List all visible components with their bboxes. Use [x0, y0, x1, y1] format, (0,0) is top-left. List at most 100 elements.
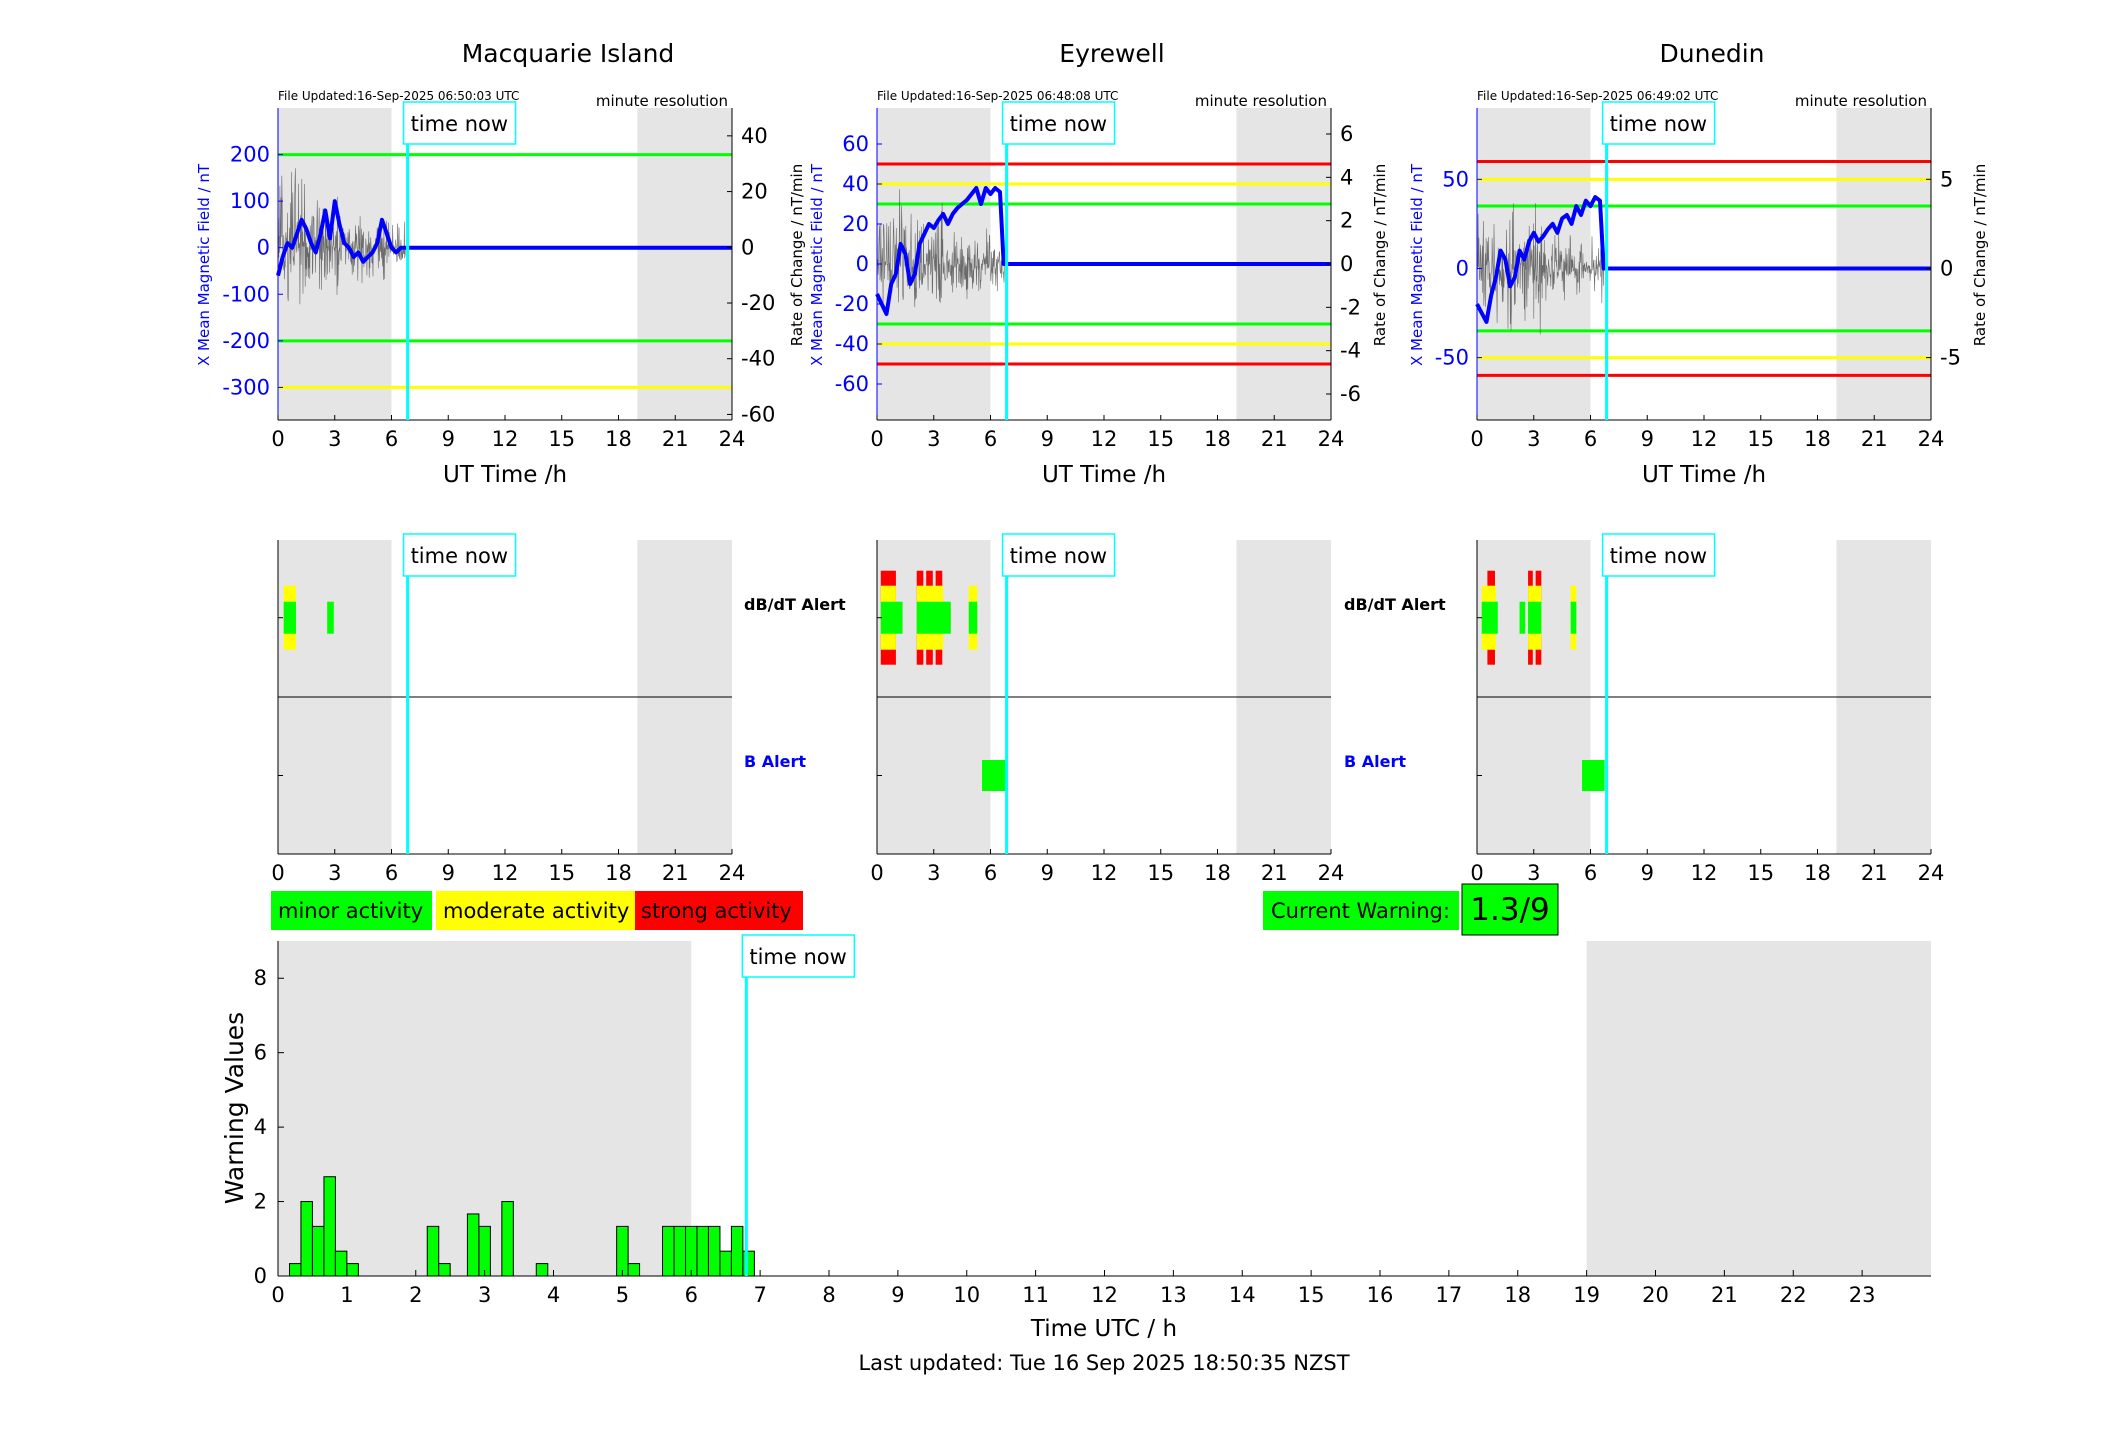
y-tick-label-right-macquarie--60: -60 — [741, 402, 775, 426]
y-tick-label-left-macquarie--200: -200 — [222, 329, 270, 353]
dbdt-alert-block-dunedin-2 — [1481, 601, 1498, 634]
file-updated-macquarie: File Updated:16-Sep-2025 06:50:03 UTC — [278, 89, 519, 103]
warning-xlabel: Time UTC / h — [1030, 1316, 1177, 1342]
warning-x-tick-label-18: 18 — [1504, 1283, 1531, 1307]
minute-resolution-dunedin: minute resolution — [1795, 92, 1927, 110]
threshold-and-data-lines — [276, 153, 1931, 389]
x-tick-label-alert-dunedin-12: 12 — [1691, 861, 1718, 885]
x-tick-label-alert-dunedin-18: 18 — [1804, 861, 1831, 885]
y-tick-label-right-eyrewell-4: 4 — [1340, 165, 1353, 189]
x-tick-label-alert-eyrewell-3: 3 — [927, 861, 940, 885]
warning-x-tick-label-2: 2 — [409, 1283, 422, 1307]
y-tick-label-right-dunedin-0: 0 — [1940, 256, 1953, 280]
warning-bar-11 — [535, 1263, 549, 1277]
x-tick-label-alert-macquarie-9: 9 — [442, 861, 455, 885]
time-now-label-warning: time now — [749, 945, 846, 969]
x-tick-label-top-dunedin-21: 21 — [1861, 427, 1888, 451]
warning-bar-16 — [685, 1225, 698, 1277]
x-tick-label-top-eyrewell-12: 12 — [1091, 427, 1118, 451]
legend-minor-swatch — [271, 891, 432, 930]
warning-bar-8 — [466, 1213, 480, 1277]
warning-x-tick-label-7: 7 — [753, 1283, 766, 1307]
x-tick-label-top-macquarie-15: 15 — [548, 427, 575, 451]
xlabel-eyrewell: UT Time /h — [1042, 462, 1166, 488]
y-tick-label-left-dunedin-50: 50 — [1442, 167, 1469, 191]
y-tick-label-left-eyrewell--20: -20 — [835, 292, 869, 316]
x-tick-label-top-macquarie-18: 18 — [605, 427, 632, 451]
time-now-label-alert-dunedin: time now — [1610, 544, 1707, 568]
y-tick-label-right-eyrewell--6: -6 — [1340, 382, 1361, 406]
warning-y-tick-label-4: 4 — [254, 1115, 267, 1139]
dbdt-alert-block-eyrewell-9 — [968, 601, 978, 634]
y-tick-label-right-eyrewell-0: 0 — [1340, 252, 1353, 276]
dbdt-alert-block-eyrewell-2 — [880, 601, 903, 634]
warning-x-tick-label-23: 23 — [1849, 1283, 1876, 1307]
legend-strong-label: strong activity — [641, 899, 792, 923]
y-tick-label-right-eyrewell-6: 6 — [1340, 122, 1353, 146]
time-now-label-top-dunedin: time now — [1610, 112, 1707, 136]
dbdt-alert-block-eyrewell-7 — [916, 601, 951, 634]
time-now-label-alert-eyrewell: time now — [1010, 544, 1107, 568]
warning-bar-10 — [501, 1201, 514, 1277]
dbdt-alert-block-macquarie-1 — [283, 601, 296, 634]
x-tick-label-top-eyrewell-9: 9 — [1041, 427, 1054, 451]
b-alert-label-2: B Alert — [1344, 752, 1406, 771]
y-tick-label-right-dunedin--5: -5 — [1940, 346, 1961, 370]
warning-x-tick-label-20: 20 — [1642, 1283, 1669, 1307]
ylabel-left-dunedin: X Mean Magnetic Field / nT — [1408, 163, 1426, 366]
shaded-night-regions — [278, 108, 1931, 1276]
file-updated-dunedin: File Updated:16-Sep-2025 06:49:02 UTC — [1477, 89, 1718, 103]
warning-x-tick-label-12: 12 — [1091, 1283, 1118, 1307]
x-tick-label-alert-macquarie-15: 15 — [548, 861, 575, 885]
shaded-hours-warning-0 — [278, 941, 692, 1276]
y-tick-label-left-macquarie--300: -300 — [222, 375, 270, 399]
y-tick-label-left-macquarie-100: 100 — [230, 189, 270, 213]
x-tick-label-alert-dunedin-6: 6 — [1584, 861, 1597, 885]
warning-x-tick-label-1: 1 — [340, 1283, 353, 1307]
y-tick-label-left-dunedin-0: 0 — [1456, 256, 1469, 280]
x-tick-label-alert-dunedin-0: 0 — [1470, 861, 1483, 885]
y-tick-label-left-eyrewell-20: 20 — [842, 212, 869, 236]
file-updated-eyrewell: File Updated:16-Sep-2025 06:48:08 UTC — [877, 89, 1118, 103]
warning-x-tick-label-14: 14 — [1229, 1283, 1256, 1307]
time-now-label-top-eyrewell: time now — [1010, 112, 1107, 136]
x-tick-label-alert-eyrewell-18: 18 — [1204, 861, 1231, 885]
x-tick-label-alert-eyrewell-6: 6 — [984, 861, 997, 885]
warning-bar-6 — [426, 1225, 440, 1277]
x-tick-label-top-eyrewell-21: 21 — [1261, 427, 1288, 451]
current-warning-label-box — [1263, 891, 1459, 930]
x-field-series-eyrewell — [875, 186, 1331, 316]
y-tick-label-right-eyrewell--2: -2 — [1340, 295, 1361, 319]
x-tick-label-top-eyrewell-24: 24 — [1318, 427, 1345, 451]
warning-x-tick-label-15: 15 — [1298, 1283, 1325, 1307]
x-tick-label-top-macquarie-9: 9 — [442, 427, 455, 451]
x-field-series-macquarie — [276, 199, 732, 277]
activity-legend: minor activity moderate activity strong … — [271, 891, 803, 930]
warning-x-tick-label-13: 13 — [1160, 1283, 1187, 1307]
warning-bar-2 — [311, 1225, 325, 1277]
ylabel-left-eyrewell: X Mean Magnetic Field / nT — [808, 163, 826, 366]
legend-moderate-label: moderate activity — [443, 899, 629, 923]
time-now-box-top-eyrewell — [1001, 101, 1116, 145]
x-tick-label-alert-macquarie-0: 0 — [271, 861, 284, 885]
y-tick-label-right-macquarie-40: 40 — [741, 124, 768, 148]
y-tick-label-left-eyrewell--40: -40 — [835, 332, 869, 356]
x-tick-label-top-macquarie-0: 0 — [271, 427, 284, 451]
x-tick-label-top-macquarie-21: 21 — [662, 427, 689, 451]
warning-bar-13 — [627, 1263, 641, 1277]
y-tick-label-left-eyrewell-60: 60 — [842, 132, 869, 156]
y-tick-label-left-macquarie-200: 200 — [230, 143, 270, 167]
x-tick-label-alert-dunedin-21: 21 — [1861, 861, 1888, 885]
warning-x-tick-label-9: 9 — [891, 1283, 904, 1307]
x-tick-label-top-dunedin-9: 9 — [1641, 427, 1654, 451]
x-tick-label-alert-macquarie-18: 18 — [605, 861, 632, 885]
x-tick-label-top-macquarie-24: 24 — [719, 427, 746, 451]
x-tick-label-alert-dunedin-9: 9 — [1641, 861, 1654, 885]
bars-and-alert-blocks — [283, 570, 1605, 1277]
x-tick-label-top-dunedin-18: 18 — [1804, 427, 1831, 451]
minute-resolution-eyrewell: minute resolution — [1195, 92, 1327, 110]
current-warning-value: 1.3/9 — [1470, 892, 1549, 928]
dbdt-alert-block-dunedin-9 — [1570, 601, 1577, 634]
